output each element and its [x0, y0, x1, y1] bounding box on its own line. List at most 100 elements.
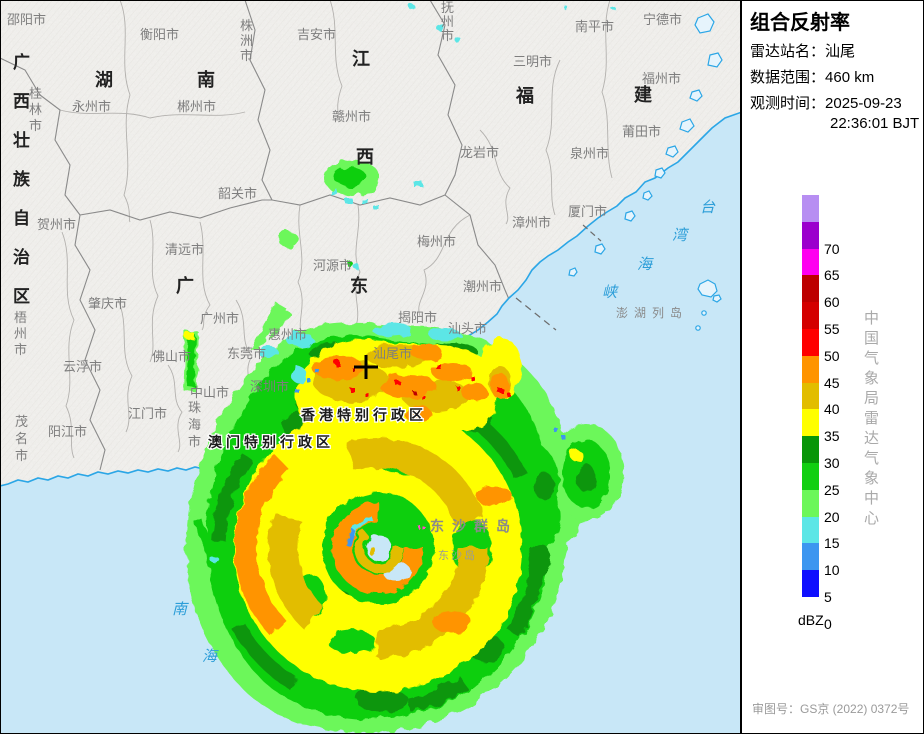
legend-value: 30	[824, 455, 840, 471]
city-label: 揭阳市	[398, 310, 437, 325]
legend-value: 0	[824, 615, 832, 632]
range-row: 数据范围：460 km	[750, 66, 874, 87]
legend-unit: dBZ	[798, 612, 824, 628]
city-label: 漳州市	[512, 215, 551, 230]
legend-value: 25	[824, 481, 840, 498]
city-label: 南平市	[575, 19, 614, 34]
sea-label: 海	[202, 648, 219, 665]
province-label: 福	[515, 85, 534, 106]
radar-echo-layer	[183, 4, 624, 733]
city-label: 中山市	[190, 385, 229, 400]
legend-block	[802, 355, 819, 383]
province-label: 西	[356, 147, 374, 167]
province-borders	[0, 0, 512, 471]
legend-block	[802, 463, 819, 490]
sar-label: 澳门特别行政区	[208, 434, 334, 450]
city-label: 贺州市	[37, 217, 76, 232]
sar-label: 香港特别行政区	[300, 407, 427, 423]
legend-block	[802, 248, 819, 276]
city-label-vertical: 抚	[441, 0, 454, 15]
city-label-vertical: 珠	[188, 400, 201, 415]
legend-block	[802, 195, 819, 222]
city-label: 惠州市	[268, 327, 307, 342]
city-label: 梅州市	[417, 234, 456, 249]
city-label: 佛山市	[152, 349, 191, 364]
province-label-vertical: 区	[13, 287, 30, 306]
city-label-vertical: 桂	[29, 86, 42, 101]
legend-block	[802, 221, 819, 249]
city-label-vertical: 林	[29, 102, 42, 117]
city-label: 赣州市	[332, 109, 371, 124]
city-label: 泉州市	[570, 146, 609, 161]
city-label-vertical: 海	[188, 417, 201, 432]
city-label: 河源市	[313, 258, 352, 273]
legend-block	[802, 489, 819, 517]
province-label: 东	[350, 275, 368, 296]
province-label-vertical: 自	[13, 208, 30, 228]
legend-block	[802, 436, 819, 463]
legend-value: 20	[824, 508, 840, 525]
station-label: 雷达站名：	[750, 43, 826, 60]
city-label: 龙岩市	[460, 145, 499, 160]
province-label: 建	[634, 84, 652, 105]
time-row: 观测时间：2025-09-23	[750, 92, 902, 113]
radar-map[interactable]: 邵阳市 衡阳市 吉安市 三明市 南平市 宁德市 福州市 莆田市 泉州市 厦门市 漳州市 龙岩市 赣州市郴…	[0, 0, 743, 734]
city-label-vertical: 梧	[14, 310, 27, 325]
station-row: 雷达站名：汕尾	[750, 40, 855, 61]
city-label-vertical: 州	[14, 326, 27, 341]
station-value: 汕尾	[825, 43, 856, 60]
city-label: 永州市	[72, 99, 111, 114]
agency-watermark: 中国气象局雷达气象中心	[862, 310, 879, 530]
legend-block	[802, 382, 819, 410]
range-value: 460 km	[825, 69, 875, 86]
city-label: 深圳市	[250, 379, 289, 394]
province-label: 江	[352, 49, 370, 69]
province-label: 广	[176, 275, 194, 296]
time-clock: 22:36:01 BJT	[830, 115, 920, 132]
city-label-vertical: 株	[240, 18, 253, 33]
city-label: 衡阳市	[140, 27, 179, 42]
legend-value: 10	[824, 562, 840, 579]
product-title: 组合反射率	[750, 12, 850, 34]
city-label-vertical: 茂	[15, 414, 28, 429]
legend-block	[802, 329, 819, 356]
map-approval-number: 审图号：GS京 (2022) 0372号	[752, 702, 910, 716]
time-label: 观测时间：	[750, 95, 826, 112]
legend-block	[802, 516, 819, 544]
city-label: 阳江市	[48, 424, 87, 439]
city-label-vertical: 市	[188, 434, 201, 449]
radar-station-marker	[354, 355, 378, 379]
legend-value: 35	[824, 428, 840, 445]
province-label-vertical: 族	[13, 169, 31, 189]
city-label: 郴州市	[177, 99, 216, 114]
city-label-vertical: 洲	[240, 33, 253, 48]
legend-block	[802, 409, 819, 437]
legend-value: 45	[824, 374, 840, 391]
legend-value: 15	[824, 535, 840, 552]
province-label: 南	[197, 69, 215, 90]
sea-label: 海	[637, 256, 654, 273]
legend-value: 70	[824, 240, 840, 257]
city-label-vertical: 市	[240, 48, 253, 63]
legend-value: 55	[824, 321, 840, 337]
legend-block	[802, 302, 819, 329]
city-label: 江门市	[128, 406, 167, 421]
city-label: 云浮市	[63, 359, 102, 374]
sea-label: 峡	[602, 284, 619, 301]
city-label: 汕尾市	[373, 346, 412, 361]
city-label-vertical: 市	[14, 342, 27, 357]
city-label: 吉安市	[297, 27, 336, 42]
city-label-vertical: 州	[441, 14, 454, 29]
city-label: 潮州市	[463, 279, 502, 294]
island-shapes	[568, 13, 723, 331]
city-label: 广州市	[200, 311, 239, 326]
city-label: 宁德市	[643, 12, 682, 27]
sea-label: 南	[172, 601, 189, 618]
legend-value: 50	[824, 347, 840, 364]
city-label: 韶关市	[218, 186, 257, 201]
legend-block	[802, 570, 819, 597]
island-label: 东沙群岛	[430, 518, 518, 534]
time-date: 2025-09-23	[825, 95, 902, 112]
